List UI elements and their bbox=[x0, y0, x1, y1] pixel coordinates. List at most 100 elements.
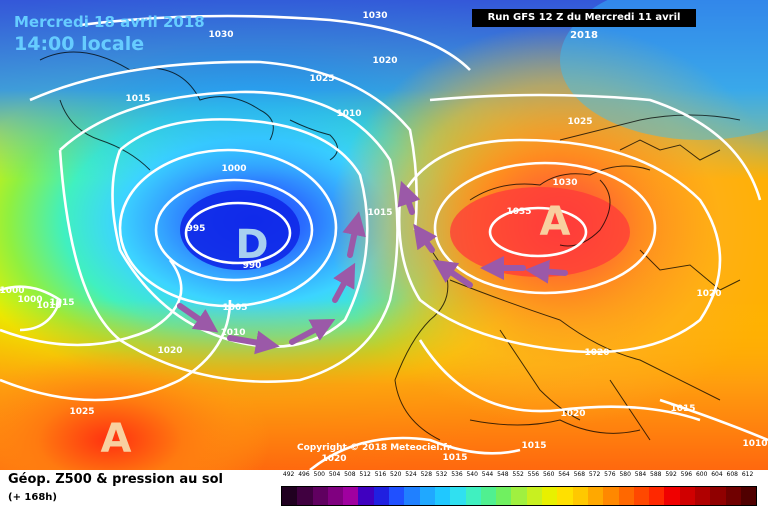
color-scale-label: 556 bbox=[527, 471, 540, 478]
color-scale-label: 608 bbox=[726, 471, 738, 478]
isobar-label: 1015 bbox=[367, 208, 392, 218]
isobar-label: 1020 bbox=[157, 346, 182, 356]
color-scale-swatch bbox=[343, 487, 359, 505]
color-scale-label: 496 bbox=[298, 471, 310, 478]
color-scale-label: 600 bbox=[695, 471, 708, 478]
color-scale-swatch bbox=[542, 487, 558, 505]
isobar-label: 1025 bbox=[567, 117, 592, 127]
isobar-label: 1000 bbox=[17, 295, 42, 305]
color-scale-swatch bbox=[633, 487, 650, 505]
isobar-label: 1000 bbox=[0, 286, 25, 296]
color-scale-swatch bbox=[434, 487, 451, 505]
color-scale-label: 528 bbox=[420, 471, 433, 478]
color-scale-swatch bbox=[679, 487, 696, 505]
isobar-label: 1015 bbox=[521, 441, 546, 451]
color-scale-label: 512 bbox=[359, 471, 371, 478]
color-scale-swatch bbox=[664, 487, 680, 505]
color-scale-swatch bbox=[572, 487, 588, 505]
isobar-label: 1005 bbox=[222, 303, 247, 313]
isobar-label: 995 bbox=[187, 224, 206, 234]
isobar-label: 1015 bbox=[125, 94, 150, 104]
color-scale-swatch bbox=[649, 487, 665, 505]
isobar-labels: 1030103010201025101510101025100010301035… bbox=[0, 11, 768, 464]
color-scale-bar bbox=[281, 486, 757, 506]
color-scale-label: 572 bbox=[588, 471, 601, 478]
color-scale-swatch bbox=[450, 487, 466, 505]
low-pressure-center: D bbox=[235, 222, 268, 268]
color-scale-swatch bbox=[404, 487, 420, 505]
color-scale-swatch bbox=[710, 487, 726, 505]
color-scale-label: 612 bbox=[741, 471, 754, 478]
color-scale-labels: 492 496 500 504 508 512 516 520 524 528 532 536 540 5… bbox=[281, 471, 755, 485]
isobar-label: 1000 bbox=[221, 164, 246, 174]
color-scale-swatch bbox=[282, 487, 298, 505]
isobar-label: 1015 bbox=[442, 453, 467, 463]
color-scale-label: 592 bbox=[665, 471, 677, 478]
color-scale-swatch bbox=[389, 487, 405, 505]
color-scale-label: 536 bbox=[451, 471, 463, 478]
isobar-label: 1020 bbox=[560, 409, 585, 419]
coastlines bbox=[39, 51, 741, 441]
color-scale-label: 576 bbox=[604, 471, 616, 478]
color-scale-swatch bbox=[373, 487, 390, 505]
isobar-label: 1010 bbox=[36, 301, 61, 311]
color-scale-label: 500 bbox=[313, 471, 325, 478]
color-scale-label: 580 bbox=[619, 471, 631, 478]
color-scale-label: 604 bbox=[711, 471, 723, 478]
forecast-time: 14:00 locale bbox=[14, 33, 145, 55]
color-scale-label: 584 bbox=[634, 471, 647, 478]
model-run-label: Run GFS 12 Z du Mercredi 11 avril 2018 bbox=[472, 9, 696, 41]
legend-footer: Géop. Z500 & pression au sol (+ 168h) 49… bbox=[0, 470, 768, 512]
isobar-label: 1020 bbox=[321, 454, 346, 464]
isobar-label: 1020 bbox=[696, 289, 721, 299]
isobar-label: 1010 bbox=[742, 439, 767, 449]
isobar-label: 1025 bbox=[69, 407, 94, 417]
forecast-date: Mercredi 18 avril 2018 bbox=[14, 13, 205, 31]
color-scale-swatch bbox=[725, 487, 741, 505]
isobar-label: 1020 bbox=[584, 348, 609, 358]
isobar-label: 1010 bbox=[220, 328, 245, 338]
color-scale-swatch bbox=[557, 487, 573, 505]
color-scale-swatch bbox=[740, 487, 757, 505]
weather-map: 1030103010201025101510101025100010301035… bbox=[0, 0, 768, 470]
color-scale-label: 532 bbox=[435, 471, 448, 478]
pressure-centers: D A A bbox=[101, 199, 571, 462]
isobar-label: 990 bbox=[243, 261, 262, 271]
color-scale-label: 552 bbox=[512, 471, 524, 478]
color-scale-label: 540 bbox=[466, 471, 478, 478]
color-scale-label: 508 bbox=[344, 471, 356, 478]
isobar-label: 1025 bbox=[309, 74, 334, 84]
color-scale-swatch bbox=[312, 487, 328, 505]
color-scale-swatch bbox=[618, 487, 634, 505]
color-scale-label: 596 bbox=[680, 471, 693, 478]
isobars bbox=[0, 14, 768, 470]
map-caption: Géop. Z500 & pression au sol bbox=[8, 472, 223, 487]
color-scale-label: 564 bbox=[558, 471, 570, 478]
color-scale-swatch bbox=[465, 487, 481, 505]
isobar-label: 1030 bbox=[362, 11, 387, 21]
color-scale-swatch bbox=[297, 487, 313, 505]
color-scale-swatch bbox=[419, 487, 435, 505]
copyright-text: Copyright © 2018 Meteociel.fr bbox=[297, 443, 452, 453]
color-scale-label: 544 bbox=[481, 471, 494, 478]
color-scale-swatch bbox=[526, 487, 543, 505]
color-scale-label: 560 bbox=[542, 471, 555, 478]
color-scale-swatch bbox=[695, 487, 711, 505]
color-scale-label: 516 bbox=[374, 471, 387, 478]
isobar-label: 1030 bbox=[208, 30, 233, 40]
color-scale-swatch bbox=[358, 487, 374, 505]
color-scale-label: 504 bbox=[328, 471, 341, 478]
color-scale-swatch bbox=[496, 487, 512, 505]
color-scale-label: 492 bbox=[282, 471, 295, 478]
color-scale-swatch bbox=[587, 487, 604, 505]
color-scale-swatch bbox=[511, 487, 527, 505]
color-scale-swatch bbox=[603, 487, 619, 505]
color-scale-label: 524 bbox=[405, 471, 417, 478]
isobar-label: 1035 bbox=[506, 207, 531, 217]
isobar-label: 1015 bbox=[49, 298, 74, 308]
high-pressure-center: A bbox=[540, 199, 571, 245]
color-scale-label: 548 bbox=[497, 471, 509, 478]
flow-arrows bbox=[177, 180, 568, 355]
color-scale-label: 568 bbox=[573, 471, 586, 478]
